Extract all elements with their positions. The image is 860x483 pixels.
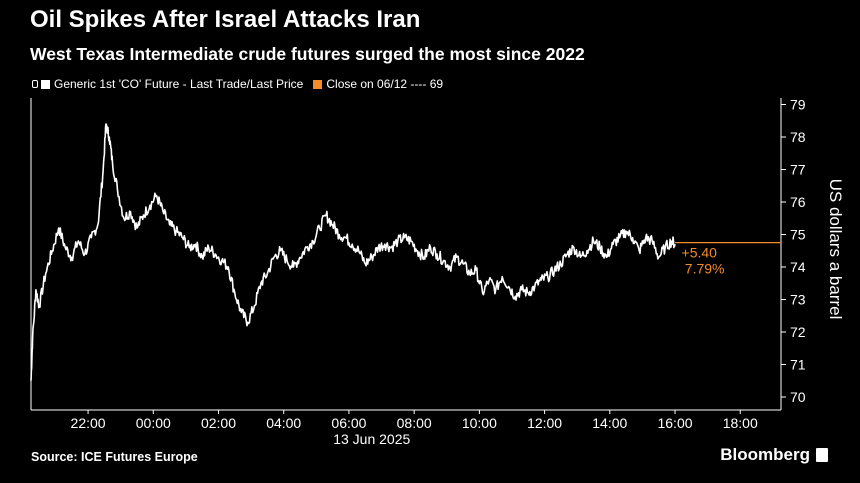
y-tick-label: 75	[790, 227, 806, 243]
change-annotation: +5.40	[682, 245, 718, 261]
y-tick-label: 73	[790, 292, 806, 308]
chart-title: Oil Spikes After Israel Attacks Iran	[30, 6, 421, 33]
legend-label-price: Generic 1st 'CO' Future - Last Trade/Las…	[54, 77, 304, 91]
x-date-label: 13 Jun 2025	[333, 431, 410, 447]
price-series-line	[30, 123, 676, 381]
x-tick-label: 16:00	[657, 415, 692, 431]
pin-icon	[32, 80, 38, 88]
y-tick-label: 78	[790, 129, 806, 145]
y-tick-label: 79	[790, 97, 806, 113]
y-tick-label: 71	[790, 357, 806, 373]
brand-label: Bloomberg	[720, 445, 810, 464]
x-tick-label: 06:00	[331, 415, 366, 431]
x-tick-label: 04:00	[266, 415, 301, 431]
y-tick-label: 70	[790, 389, 806, 405]
legend-swatch-close	[313, 79, 323, 89]
legend-item-price: Generic 1st 'CO' Future - Last Trade/Las…	[32, 77, 303, 91]
x-tick-label: 10:00	[462, 415, 497, 431]
x-tick-label: 12:00	[527, 415, 562, 431]
legend-label-close: Close on 06/12 ---- 69	[326, 77, 444, 91]
y-tick-label: 77	[790, 162, 806, 178]
x-tick-label: 08:00	[397, 415, 432, 431]
legend-swatch-price	[41, 79, 50, 89]
chart-subtitle: West Texas Intermediate crude futures su…	[30, 44, 585, 64]
y-tick-label: 72	[790, 324, 806, 340]
x-tick-label: 18:00	[723, 415, 758, 431]
bloomberg-logo: Bloomberg	[720, 445, 828, 465]
percent-change-annotation: 7.79%	[685, 261, 725, 277]
x-tick-label: 14:00	[592, 415, 627, 431]
bloomberg-mark-icon	[816, 448, 828, 462]
x-tick-label: 22:00	[71, 415, 106, 431]
x-tick-label: 02:00	[201, 415, 236, 431]
y-tick-label: 74	[790, 259, 806, 275]
y-axis-label: US dollars a barrel	[826, 179, 845, 320]
legend-item-close: Close on 06/12 ---- 69	[313, 77, 443, 91]
x-tick-label: 00:00	[136, 415, 171, 431]
source-note: Source: ICE Futures Europe	[31, 450, 198, 464]
chart-legend: Generic 1st 'CO' Future - Last Trade/Las…	[32, 77, 453, 91]
y-tick-label: 76	[790, 194, 806, 210]
